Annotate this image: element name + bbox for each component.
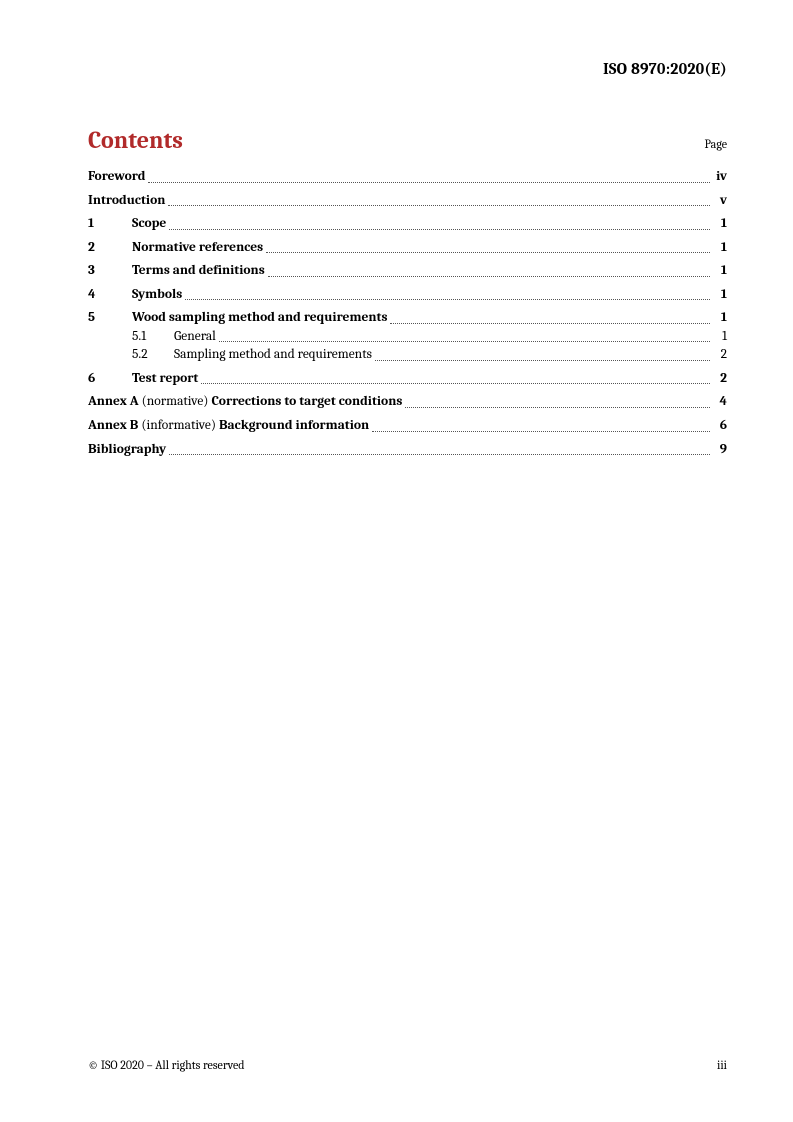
contents-header-row: Contents Page [88, 126, 727, 154]
toc-page-number: 1 [713, 215, 727, 233]
toc-label: Introduction [88, 192, 165, 210]
leader-dots [169, 219, 710, 230]
toc-page-number: 1 [713, 262, 727, 280]
toc-entry-test-report[interactable]: 6 Test report 2 [88, 370, 727, 388]
toc-section-number: 1 [88, 215, 132, 233]
toc-label: Foreword [88, 168, 145, 186]
toc-page-number: 9 [713, 441, 727, 459]
toc-page-number: iv [713, 168, 727, 186]
toc-section-number: 6 [88, 370, 132, 388]
toc-page-number: 4 [713, 393, 727, 411]
leader-dots [185, 289, 710, 300]
toc-entry-sampling-method[interactable]: 5.2 Sampling method and requirements 2 [88, 346, 727, 364]
page: ISO 8970:2020(E) Contents Page Foreword … [0, 0, 793, 1122]
annex-prefix: Annex A [88, 394, 139, 409]
annex-type: (normative) [142, 394, 209, 409]
toc-subsection-number: 5.2 [132, 346, 174, 364]
annex-prefix: Annex B [88, 418, 138, 433]
toc-label: Normative references [132, 239, 263, 257]
toc-section-number: 4 [88, 286, 132, 304]
toc-page-number: 6 [713, 417, 727, 435]
toc-label: Annex A (normative) Corrections to targe… [88, 393, 402, 411]
toc-label: Terms and definitions [132, 262, 265, 280]
copyright-text: © ISO 2020 – All rights reserved [88, 1058, 245, 1072]
page-number: iii [717, 1058, 727, 1072]
toc-entry-introduction[interactable]: Introduction v [88, 192, 727, 210]
page-column-label: Page [705, 137, 727, 151]
annex-type: (informative) [141, 418, 216, 433]
leader-dots [268, 266, 710, 277]
toc-subentries-5: 5.1 General 1 5.2 Sampling method and re… [88, 328, 727, 364]
leader-dots [405, 397, 710, 408]
table-of-contents: Foreword iv Introduction v 1 Scope 1 2 N… [88, 168, 727, 458]
contents-title: Contents [88, 126, 183, 154]
leader-dots [168, 195, 710, 206]
toc-page-number: 1 [713, 328, 727, 346]
toc-label: Symbols [132, 286, 182, 304]
document-id: ISO 8970:2020(E) [88, 60, 727, 78]
annex-title: Corrections to target conditions [211, 394, 402, 409]
toc-label: Scope [132, 215, 166, 233]
toc-section-number: 5 [88, 309, 132, 327]
leader-dots [148, 172, 710, 183]
toc-entry-bibliography[interactable]: Bibliography 9 [88, 441, 727, 459]
leader-dots [390, 313, 710, 324]
toc-entry-symbols[interactable]: 4 Symbols 1 [88, 286, 727, 304]
leader-dots [219, 332, 710, 343]
toc-label: General [174, 328, 216, 346]
toc-entry-terms-definitions[interactable]: 3 Terms and definitions 1 [88, 262, 727, 280]
toc-subsection-number: 5.1 [132, 328, 174, 346]
toc-entry-annex-a[interactable]: Annex A (normative) Corrections to targe… [88, 393, 727, 411]
leader-dots [169, 444, 710, 455]
leader-dots [201, 374, 710, 385]
toc-section-number: 2 [88, 239, 132, 257]
leader-dots [266, 242, 710, 253]
toc-page-number: v [713, 192, 727, 210]
leader-dots [372, 421, 710, 432]
toc-entry-normative-references[interactable]: 2 Normative references 1 [88, 239, 727, 257]
toc-page-number: 2 [713, 346, 727, 364]
toc-page-number: 1 [713, 239, 727, 257]
toc-entry-wood-sampling[interactable]: 5 Wood sampling method and requirements … [88, 309, 727, 327]
toc-entry-foreword[interactable]: Foreword iv [88, 168, 727, 186]
annex-title: Background information [219, 418, 369, 433]
toc-label: Annex B (informative) Background informa… [88, 417, 369, 435]
page-footer: © ISO 2020 – All rights reserved iii [88, 1058, 727, 1072]
toc-label: Sampling method and requirements [174, 346, 372, 364]
leader-dots [375, 350, 710, 361]
toc-page-number: 1 [713, 286, 727, 304]
toc-label: Test report [132, 370, 198, 388]
toc-entry-general[interactable]: 5.1 General 1 [88, 328, 727, 346]
toc-section-number: 3 [88, 262, 132, 280]
toc-page-number: 2 [713, 370, 727, 388]
toc-entry-scope[interactable]: 1 Scope 1 [88, 215, 727, 233]
toc-label: Wood sampling method and requirements [132, 309, 387, 327]
toc-label: Bibliography [88, 441, 166, 459]
toc-entry-annex-b[interactable]: Annex B (informative) Background informa… [88, 417, 727, 435]
toc-page-number: 1 [713, 309, 727, 327]
